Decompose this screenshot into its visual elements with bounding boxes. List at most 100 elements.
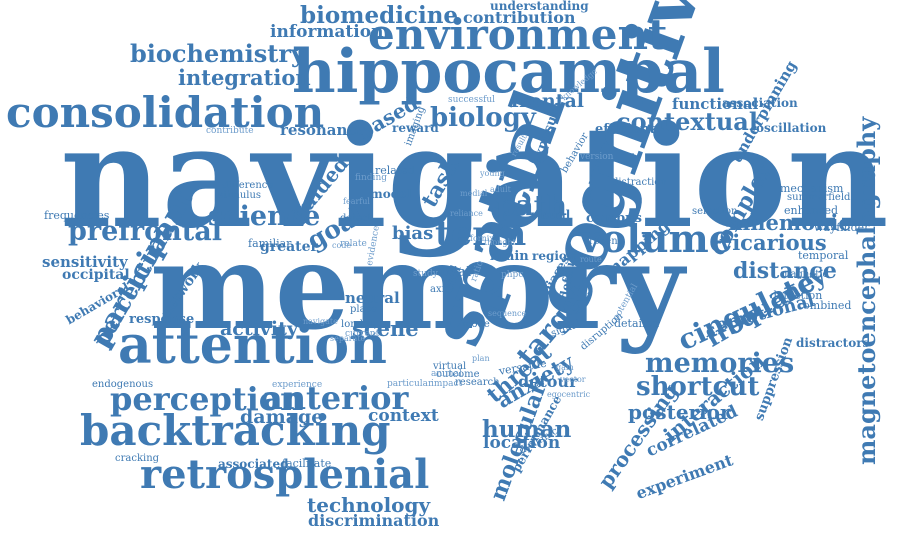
cloud-word: integration bbox=[178, 65, 311, 90]
cloud-word: mode bbox=[462, 319, 490, 330]
cloud-word: distractors bbox=[796, 336, 870, 350]
cloud-word: term bbox=[435, 214, 527, 254]
cloud-word: magnetoencephalography bbox=[852, 116, 881, 465]
cloud-word: enhanced bbox=[784, 204, 839, 217]
cloud-word: distraction bbox=[612, 177, 667, 188]
cloud-word: study bbox=[413, 269, 438, 279]
cloud-word: code bbox=[332, 241, 352, 250]
cloud-word: familiar bbox=[248, 237, 292, 250]
cloud-word: path bbox=[496, 189, 568, 222]
cloud-word: detailed bbox=[614, 317, 660, 330]
cloud-word: virtual bbox=[433, 361, 467, 372]
cloud-word: research bbox=[455, 377, 500, 388]
cloud-word: trial bbox=[440, 265, 472, 280]
cloud-word: difference bbox=[222, 180, 274, 191]
cloud-word: endogenous bbox=[92, 379, 154, 390]
cloud-word: visual bbox=[531, 208, 571, 222]
cloud-word: oscillation bbox=[756, 121, 827, 135]
cloud-word: association bbox=[722, 96, 798, 110]
cloud-word: navigation bbox=[60, 96, 889, 260]
cloud-word: brain bbox=[490, 249, 529, 264]
cloud-word: fornix bbox=[470, 234, 494, 243]
cloud-word: frontal bbox=[511, 90, 584, 112]
cloud-word: cracking bbox=[115, 453, 160, 464]
cloud-word: information bbox=[270, 22, 384, 42]
cloud-word: occipital bbox=[62, 267, 130, 283]
cloud-word: particular bbox=[387, 379, 433, 389]
cloud-word: technology bbox=[307, 493, 431, 517]
cloud-word: magnetic bbox=[781, 269, 829, 280]
cloud-word: navigate bbox=[303, 317, 338, 326]
cloud-word: egocentric bbox=[547, 390, 591, 399]
cloud-word: fearful bbox=[343, 197, 370, 206]
cloud-word: combined bbox=[797, 299, 852, 312]
cloud-word: damage bbox=[240, 406, 324, 428]
cloud-word: prefrontal bbox=[68, 216, 222, 247]
cloud-word: anterior bbox=[262, 379, 409, 417]
cloud-word: backtracking bbox=[80, 406, 391, 455]
cloud-word: outcome bbox=[436, 369, 480, 380]
cloud-word: london bbox=[341, 319, 376, 330]
cloud-word: finding bbox=[355, 173, 387, 183]
cloud-word: memories bbox=[645, 348, 795, 379]
cloud-word: biochemistry bbox=[130, 39, 305, 68]
cloud-word: reward bbox=[392, 121, 439, 135]
cloud-word: volume bbox=[579, 216, 733, 261]
cloud-word: detection bbox=[770, 289, 823, 302]
cloud-word: detour bbox=[518, 372, 578, 391]
cloud-word: attention bbox=[118, 315, 387, 376]
cloud-word: axis bbox=[430, 284, 450, 295]
cloud-word: biomedicine bbox=[300, 2, 459, 29]
cloud-word: memory bbox=[150, 217, 685, 356]
cloud-word: scene bbox=[352, 316, 419, 341]
cloud-word: sequence bbox=[488, 309, 527, 318]
cloud-word: impact bbox=[431, 379, 463, 389]
cloud-word: wayfinder bbox=[814, 221, 870, 234]
cloud-word: experience bbox=[272, 380, 323, 390]
cloud-word: contextual bbox=[616, 107, 758, 136]
cloud-word: facilitate bbox=[282, 457, 332, 470]
cloud-word: experiment bbox=[633, 450, 736, 503]
cloud-word: vicarious bbox=[720, 230, 827, 255]
cloud-word: distance bbox=[733, 258, 837, 284]
cloud-word: human bbox=[482, 416, 572, 443]
cloud-word: bias bbox=[392, 223, 434, 244]
cloud-word: frequencies bbox=[44, 209, 110, 222]
cloud-word: animal bbox=[431, 369, 462, 379]
cloud-word: thought bbox=[484, 238, 516, 247]
cloud-word: route bbox=[580, 255, 602, 264]
cloud-word: efficient bbox=[595, 122, 656, 137]
cloud-word: shortcut bbox=[636, 372, 760, 402]
cloud-word: successful bbox=[448, 95, 496, 105]
cloud-word: place bbox=[350, 304, 378, 315]
cloud-word: perception bbox=[110, 380, 304, 418]
cloud-word: biology bbox=[430, 103, 536, 133]
cloud-word: plan bbox=[472, 354, 490, 363]
cloud-word: recent bbox=[589, 236, 622, 247]
cloud-word: gain bbox=[556, 363, 574, 372]
cloud-word: adult bbox=[490, 185, 511, 194]
cloud-word: resonance bbox=[280, 121, 367, 139]
cloud-word: consolidation bbox=[6, 88, 325, 137]
cloud-word: understanding bbox=[490, 0, 589, 13]
cloud-word: temporal bbox=[798, 249, 849, 262]
cloud-word: activity bbox=[220, 318, 298, 340]
cloud-word: neural bbox=[345, 289, 400, 307]
cloud-word: greater bbox=[260, 239, 318, 255]
cloud-word: model bbox=[370, 187, 412, 201]
cloud-word: current bbox=[345, 329, 380, 339]
cloud-word: discrimination bbox=[308, 511, 440, 530]
cloud-word: related bbox=[375, 164, 415, 177]
cloud-word: medial bbox=[460, 189, 488, 198]
cloud-word: environment bbox=[368, 10, 668, 59]
cloud-word: summerfield bbox=[787, 192, 851, 203]
cloud-word: retrosplenial bbox=[140, 451, 430, 498]
cloud-word: separate bbox=[330, 334, 366, 343]
cloud-word: science bbox=[208, 201, 321, 232]
cloud-word: sensitivity bbox=[42, 253, 128, 271]
cloud-word: phpc bbox=[501, 270, 524, 280]
cloud-word: mechanism bbox=[780, 182, 844, 195]
cloud-word: stimulus bbox=[218, 190, 262, 201]
cloud-word: detect bbox=[340, 213, 372, 224]
